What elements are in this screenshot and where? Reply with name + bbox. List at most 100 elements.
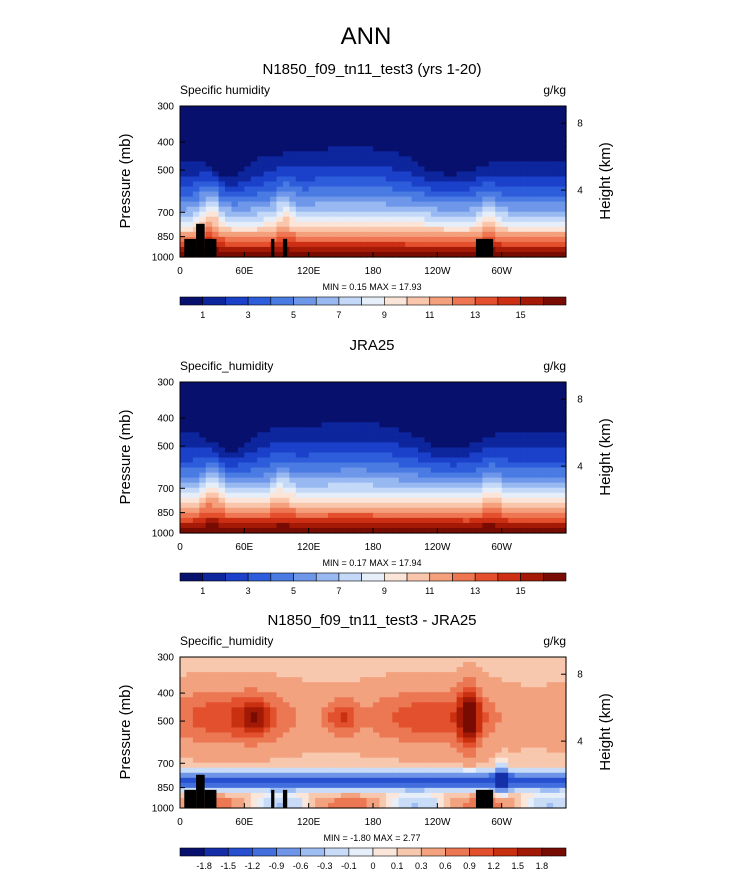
- heatmap-cell: [546, 216, 554, 223]
- heatmap-cell: [218, 171, 226, 178]
- heatmap-cell: [321, 452, 329, 459]
- panel-title: JRA25: [349, 337, 394, 354]
- heatmap-cell: [237, 757, 245, 764]
- heatmap-cell: [231, 692, 239, 698]
- heatmap-cell: [244, 126, 252, 132]
- heatmap-cell: [482, 757, 490, 764]
- heatmap-cell: [533, 171, 541, 178]
- heatmap-cell: [212, 191, 220, 198]
- heatmap-cell: [559, 111, 567, 117]
- heatmap-cell: [225, 712, 233, 718]
- heatmap-cell: [495, 211, 503, 218]
- heatmap-cell: [540, 181, 548, 188]
- heatmap-cell: [212, 702, 220, 708]
- heatmap-cell: [405, 216, 413, 223]
- heatmap-cell: [257, 662, 265, 668]
- heatmap-cell: [424, 477, 432, 484]
- heatmap-cell: [315, 452, 323, 459]
- heatmap-cell: [392, 732, 400, 739]
- heatmap-cell: [244, 687, 252, 693]
- heatmap-cell: [469, 717, 477, 724]
- heatmap-cell: [482, 106, 490, 112]
- heatmap-cell: [205, 732, 213, 739]
- heatmap-cell: [501, 527, 509, 534]
- heatmap-cell: [225, 657, 233, 663]
- heatmap-cell: [302, 397, 310, 403]
- heatmap-cell: [199, 702, 207, 708]
- heatmap-cell: [495, 477, 503, 484]
- heatmap-cell: [501, 487, 509, 494]
- heatmap-cell: [180, 507, 188, 514]
- heatmap-cell: [263, 181, 271, 188]
- heatmap-cell: [308, 512, 316, 519]
- heatmap-cell: [520, 737, 528, 744]
- heatmap-cell: [180, 742, 188, 749]
- heatmap-cell: [276, 512, 284, 519]
- heatmap-cell: [392, 161, 400, 167]
- heatmap-cell: [295, 116, 303, 122]
- heatmap-cell: [546, 136, 554, 142]
- heatmap-cell: [508, 392, 516, 398]
- heatmap-cell: [334, 737, 342, 744]
- heatmap-cell: [257, 251, 265, 258]
- heatmap-cell: [302, 196, 310, 203]
- heatmap-cell: [373, 472, 381, 479]
- heatmap-cell: [540, 186, 548, 193]
- heatmap-cell: [347, 382, 355, 388]
- heatmap-cell: [430, 742, 438, 749]
- heatmap-cell: [289, 447, 297, 454]
- heatmap-cell: [398, 236, 406, 243]
- heatmap-cell: [308, 116, 316, 122]
- heatmap-cell: [411, 432, 419, 438]
- variable-label: Specific_humidity: [180, 359, 273, 373]
- heatmap-cell: [231, 236, 239, 243]
- heatmap-cell: [353, 677, 361, 683]
- heatmap-cell: [276, 487, 284, 494]
- heatmap-cell: [250, 171, 258, 178]
- heatmap-cell: [508, 186, 516, 193]
- heatmap-cell: [334, 727, 342, 734]
- heatmap-cell: [270, 487, 278, 494]
- heatmap-cell: [295, 392, 303, 398]
- heatmap-cell: [501, 687, 509, 693]
- heatmap-cell: [180, 437, 188, 443]
- heatmap-cell: [488, 442, 496, 449]
- heatmap-cell: [353, 221, 361, 228]
- heatmap-cell: [520, 211, 528, 218]
- heatmap-cell: [366, 171, 374, 178]
- heatmap-cell: [250, 497, 258, 504]
- heatmap-cell: [199, 497, 207, 504]
- heatmap-cell: [488, 116, 496, 122]
- heatmap-cell: [424, 717, 432, 724]
- heatmap-cell: [295, 527, 303, 534]
- heatmap-cell: [180, 161, 188, 167]
- heatmap-cell: [315, 482, 323, 489]
- heatmap-cell: [463, 126, 471, 132]
- heatmap-cell: [430, 231, 438, 238]
- heatmap-cell: [282, 517, 290, 524]
- heatmap-cell: [411, 241, 419, 248]
- heatmap-cell: [501, 472, 509, 479]
- heatmap-cell: [276, 742, 284, 749]
- heatmap-cell: [379, 732, 387, 739]
- heatmap-cell: [180, 712, 188, 718]
- heatmap-cell: [257, 181, 265, 188]
- heatmap-cell: [180, 667, 188, 673]
- colorbar-swatch: [247, 296, 272, 306]
- heatmap-cell: [315, 517, 323, 524]
- heatmap-cell: [488, 447, 496, 454]
- heatmap-cell: [508, 412, 516, 418]
- heatmap-cell: [488, 457, 496, 464]
- heatmap-cell: [418, 457, 426, 464]
- heatmap-cell: [282, 712, 290, 718]
- heatmap-cell: [463, 497, 471, 504]
- heatmap-cell: [385, 517, 393, 524]
- heatmap-cell: [205, 752, 213, 759]
- heatmap-cell: [212, 211, 220, 218]
- heatmap-cell: [276, 722, 284, 729]
- heatmap-cell: [398, 206, 406, 213]
- heatmap-cell: [392, 752, 400, 759]
- heatmap-cell: [514, 216, 522, 223]
- y-tick-label: 300: [157, 378, 174, 389]
- heatmap-cell: [456, 422, 464, 428]
